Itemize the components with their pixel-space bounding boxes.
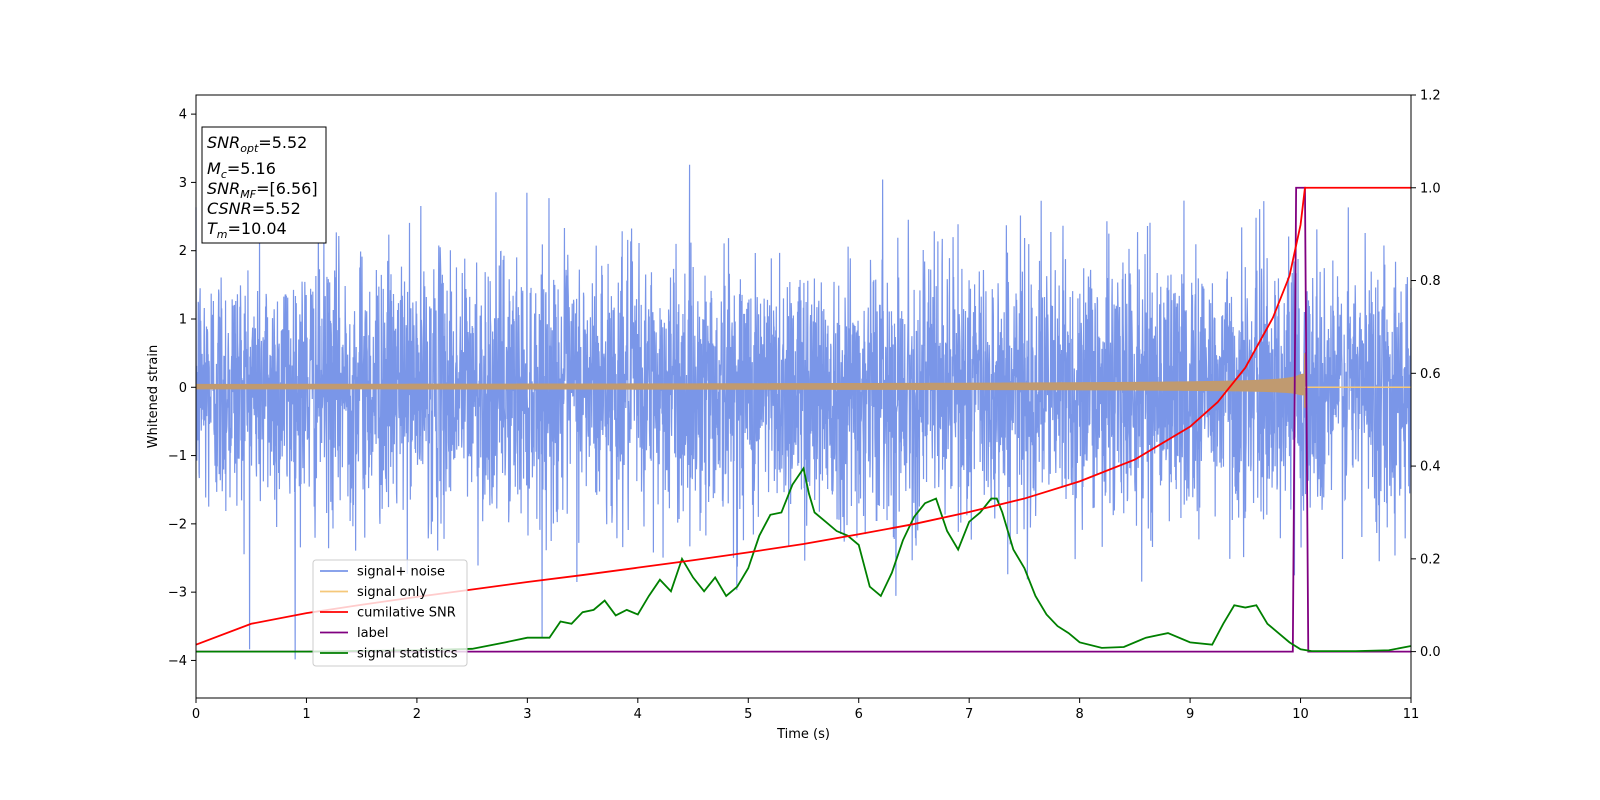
info-box: SNRopt=5.52Mc=5.16SNRMF=[6.56]CSNR=5.52T… — [201, 126, 327, 244]
info-symbol: T — [207, 219, 218, 238]
info-symbol: SNR — [207, 179, 240, 198]
y-tick-label: −3 — [168, 586, 187, 601]
info-value: =5.52 — [252, 199, 301, 218]
x-axis-label: Time (s) — [776, 727, 830, 742]
info-line: SNRMF=[6.56] — [207, 179, 318, 201]
signal-statistics-line — [196, 466, 1412, 653]
x-tick-label: 9 — [1186, 707, 1194, 722]
info-value: =5.16 — [227, 159, 276, 178]
y-axis-ticks: −4 −3 −2 −1 0 1 2 3 4 — [168, 108, 196, 669]
y-right-tick-label: 0.6 — [1420, 367, 1441, 382]
info-box-frame — [201, 126, 327, 244]
x-tick-label: 8 — [1075, 707, 1083, 722]
info-line: CSNR=5.52 — [207, 199, 301, 218]
info-subscript: opt — [240, 142, 259, 155]
x-tick-label: 6 — [855, 707, 863, 722]
info-subscript: m — [217, 228, 228, 241]
info-line: Tm=10.04 — [207, 219, 287, 241]
legend-frame — [312, 559, 468, 667]
info-line: SNRopt=5.52 — [207, 133, 307, 155]
y-right-tick-label: 0.0 — [1420, 645, 1441, 660]
x-tick-label: 11 — [1403, 707, 1420, 722]
signal-only-series — [196, 353, 1411, 408]
legend: signal+ noise signal only cumilative SNR la… — [312, 559, 468, 667]
y-right-tick-label: 0.2 — [1420, 552, 1441, 567]
y-axis-label: Whitened strain — [146, 345, 161, 448]
info-subscript: c — [221, 168, 227, 181]
y-right-tick-label: 1.2 — [1420, 89, 1441, 104]
x-tick-label: 7 — [965, 707, 973, 722]
legend-label: label — [357, 626, 388, 641]
signal-noise-series — [195, 164, 1412, 660]
info-symbol: SNR — [207, 133, 240, 152]
y-right-tick-label: 0.4 — [1420, 460, 1441, 475]
x-tick-label: 1 — [302, 707, 310, 722]
info-line: Mc=5.16 — [207, 159, 276, 181]
legend-label: cumilative SNR — [357, 606, 456, 621]
y-right-axis-ticks: 0.0 0.2 0.4 0.6 0.8 1.0 1.2 — [1411, 89, 1441, 660]
y-tick-label: 3 — [179, 176, 187, 191]
x-tick-label: 0 — [192, 707, 200, 722]
x-tick-label: 3 — [523, 707, 531, 722]
x-tick-label: 10 — [1292, 707, 1309, 722]
y-right-tick-label: 0.8 — [1420, 274, 1441, 289]
legend-label: signal+ noise — [357, 565, 445, 580]
y-tick-label: −1 — [168, 449, 187, 464]
x-tick-label: 2 — [413, 707, 421, 722]
y-tick-label: −4 — [168, 654, 187, 669]
signal-only-envelope — [196, 373, 1305, 396]
x-tick-label: 5 — [744, 707, 752, 722]
info-value: =10.04 — [228, 219, 287, 238]
legend-label: signal only — [357, 585, 427, 600]
y-tick-label: 0 — [179, 381, 187, 396]
legend-label: signal statistics — [357, 647, 458, 662]
x-axis-ticks: 0 1 2 3 4 5 6 7 8 9 10 11 — [192, 698, 1419, 722]
y-tick-label: 2 — [179, 244, 187, 259]
info-subscript: MF — [240, 188, 256, 201]
info-symbol: CSNR — [207, 199, 252, 218]
y-right-tick-label: 1.0 — [1420, 181, 1441, 196]
y-tick-label: −2 — [168, 517, 187, 532]
signal-noise-line — [195, 164, 1412, 660]
y-tick-label: 1 — [179, 312, 187, 327]
x-tick-label: 4 — [634, 707, 642, 722]
plot-frame — [195, 94, 1412, 699]
info-symbol: M — [207, 159, 221, 178]
info-value: =[6.56] — [256, 179, 318, 198]
y-tick-label: 4 — [179, 108, 187, 123]
info-value: =5.52 — [258, 133, 307, 152]
